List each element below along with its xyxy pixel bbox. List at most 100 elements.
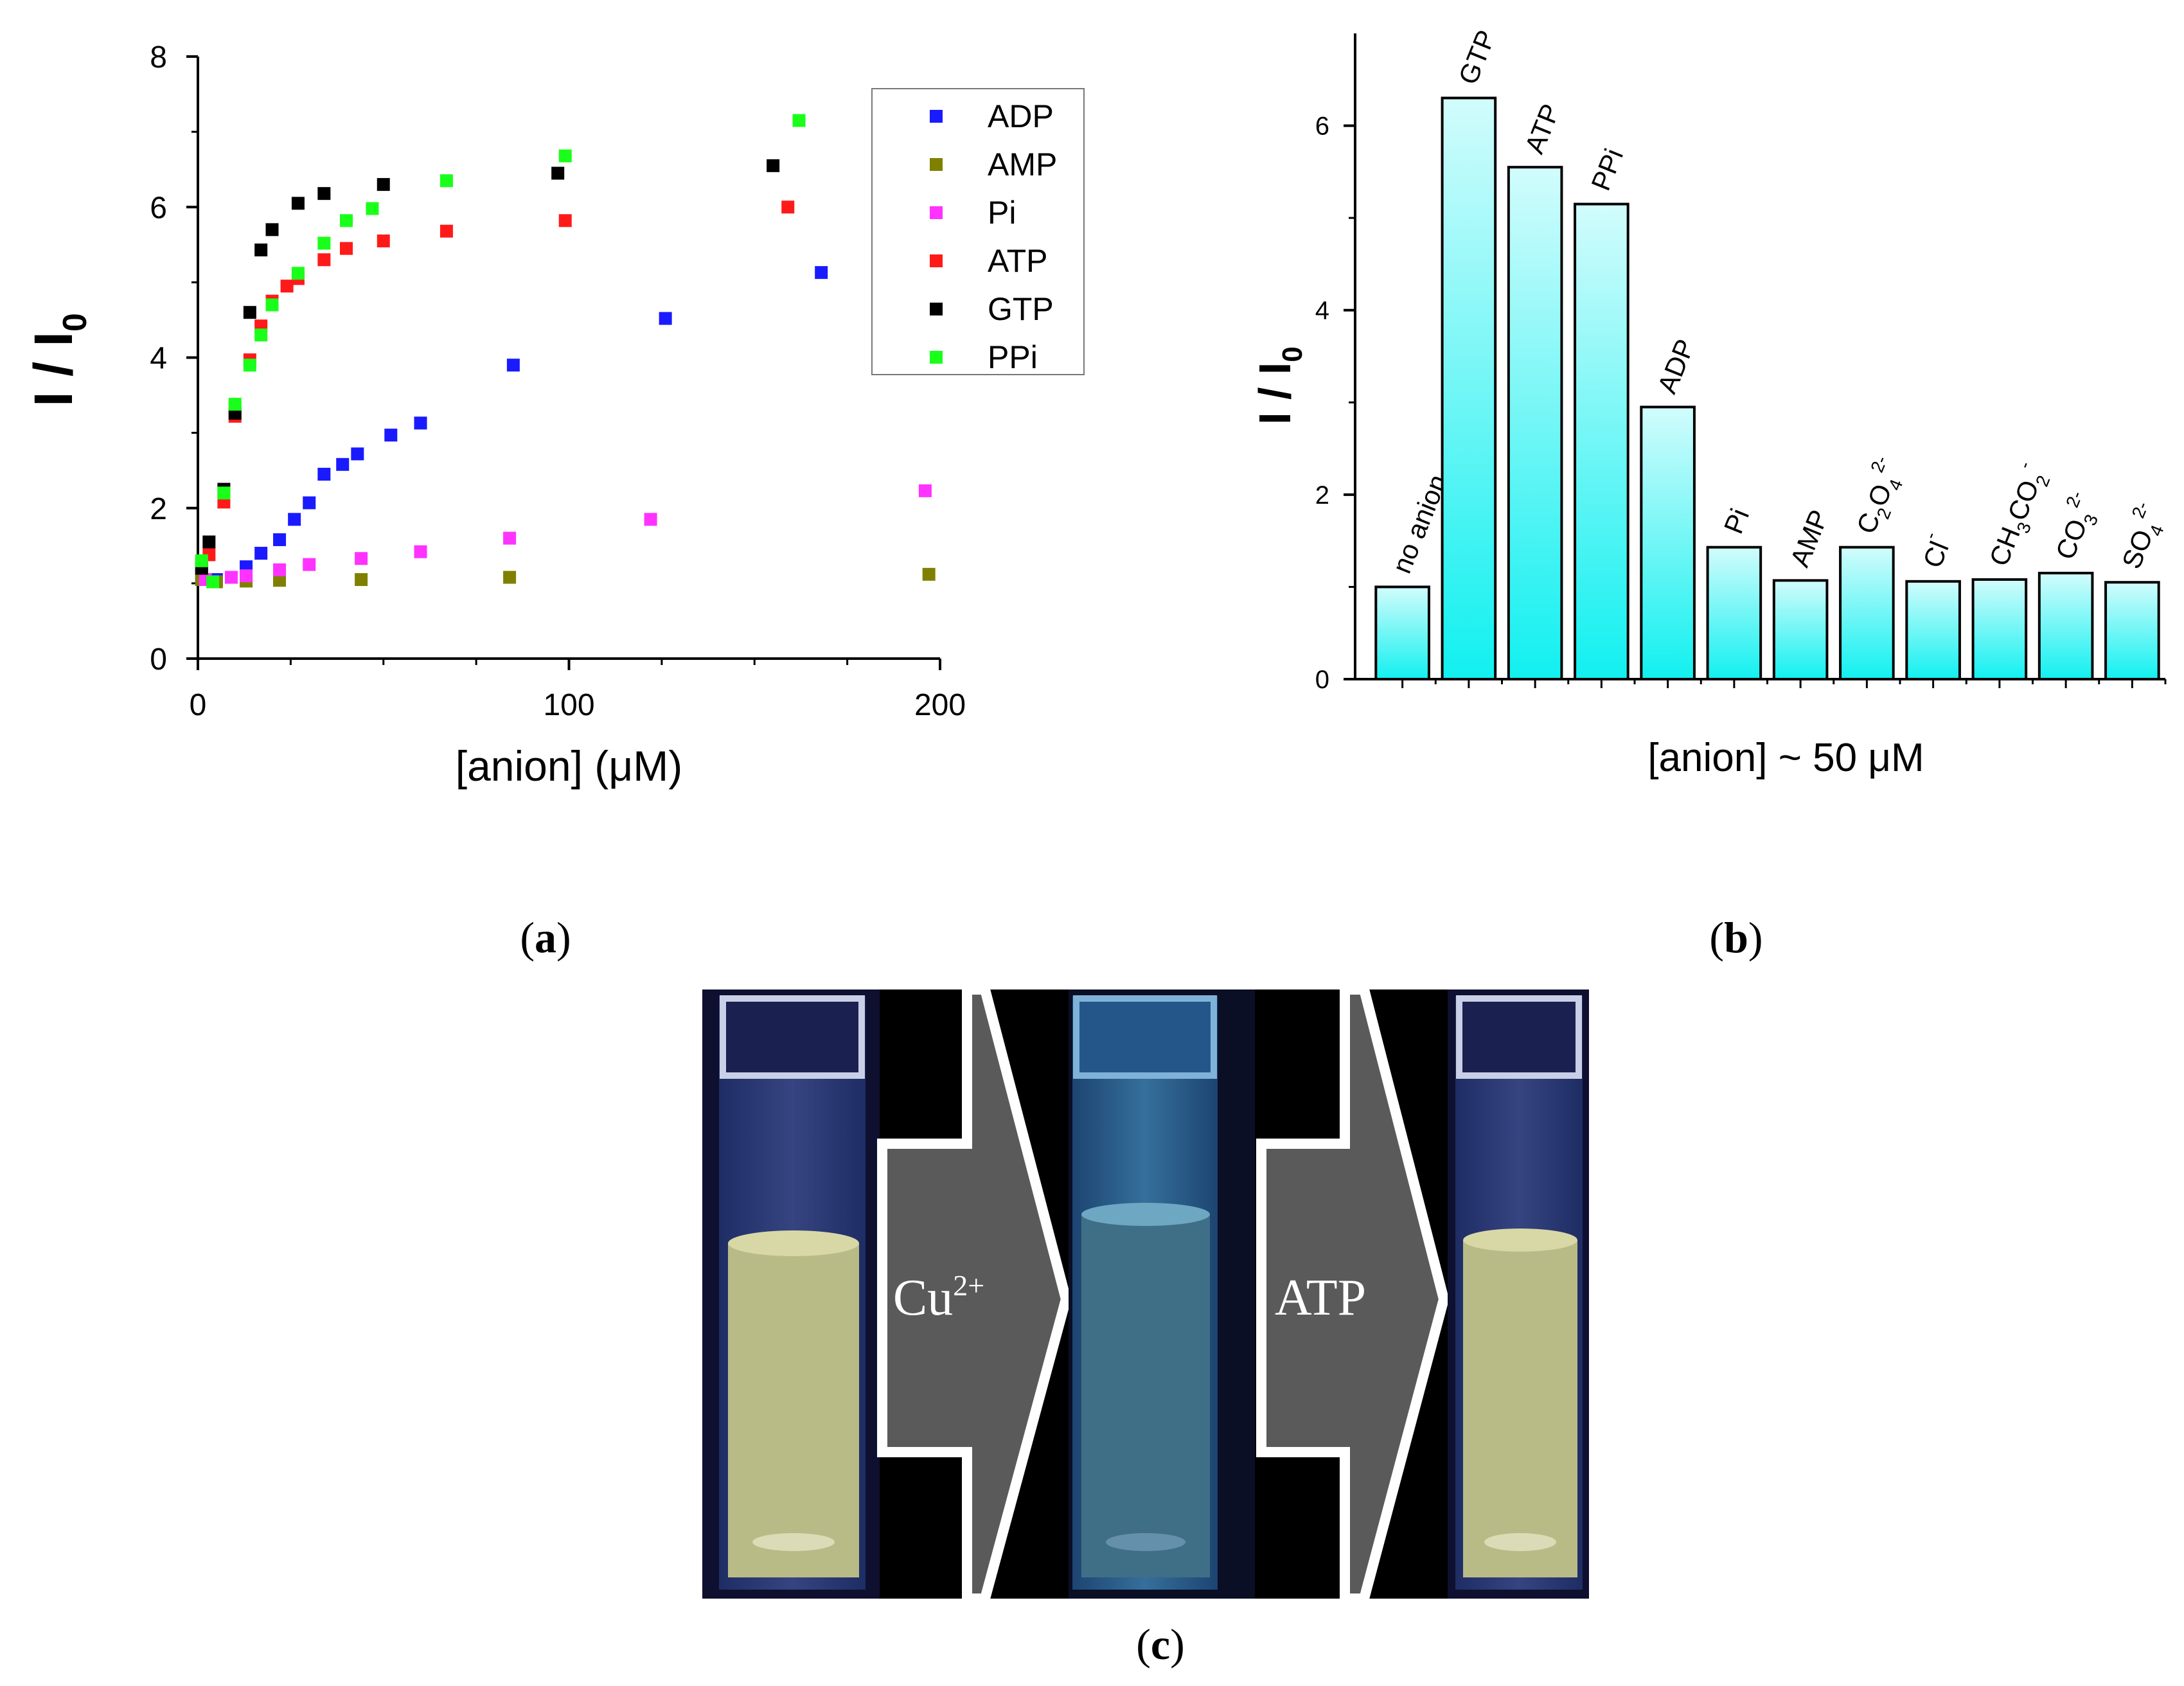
data-point-gtp bbox=[254, 244, 268, 257]
data-point-amp bbox=[503, 571, 517, 584]
bar-label-4: PPi bbox=[1585, 145, 1629, 195]
bar-label-3: ATP bbox=[1519, 100, 1566, 157]
data-point-pi bbox=[303, 558, 316, 571]
bar-label-7: AMP bbox=[1784, 506, 1834, 571]
data-point-ppi bbox=[217, 486, 231, 500]
data-point-atp bbox=[280, 280, 294, 293]
data-point-amp bbox=[273, 574, 287, 587]
data-point-adp bbox=[351, 447, 364, 461]
bar-3 bbox=[1507, 166, 1563, 680]
cuvette-before bbox=[702, 989, 880, 1599]
data-point-adp bbox=[659, 312, 672, 325]
data-point-pi bbox=[503, 531, 517, 545]
data-point-adp bbox=[414, 416, 427, 430]
bar-label-2: GTP bbox=[1453, 26, 1502, 89]
bar-label-5: ADP bbox=[1651, 335, 1700, 398]
legend-label-pi: Pi bbox=[988, 195, 1016, 231]
scatter-chart-a: 0 100 200 0 2 4 6 8 [anion] (μM) I / I0 ADP AMP Pi AT… bbox=[23, 40, 1085, 790]
legend-marker-amp bbox=[930, 158, 943, 171]
data-point-adp bbox=[288, 513, 301, 526]
data-point-ppi bbox=[317, 236, 331, 250]
bar-8 bbox=[1839, 546, 1895, 681]
bar-10 bbox=[1971, 578, 2028, 681]
legend-a bbox=[871, 88, 1085, 375]
legend-label-adp: ADP bbox=[988, 98, 1054, 134]
data-point-ppi bbox=[558, 149, 572, 163]
data-point-adp bbox=[506, 359, 520, 372]
data-point-ppi bbox=[340, 214, 353, 227]
legend-label-atp: ATP bbox=[988, 243, 1048, 279]
arrow-cu: Cu2+ bbox=[877, 989, 1072, 1599]
data-point-atp bbox=[317, 253, 331, 267]
data-point-pi bbox=[644, 513, 657, 526]
bar-label-8: C2O42- bbox=[1844, 453, 1913, 540]
svg-text:ATP: ATP bbox=[1275, 1270, 1366, 1326]
data-point-pi bbox=[918, 484, 932, 497]
data-point-pi bbox=[273, 563, 287, 576]
y-tick-label-a: 4 bbox=[150, 342, 167, 376]
bar-12 bbox=[2104, 581, 2160, 680]
y-axis-label-a: I / I0 bbox=[23, 313, 94, 407]
data-point-ppi bbox=[792, 114, 806, 127]
data-point-ppi bbox=[206, 575, 220, 589]
data-point-gtp bbox=[291, 197, 305, 210]
y-tick-label-a: 6 bbox=[150, 191, 167, 225]
data-point-pi bbox=[224, 571, 238, 584]
data-point-ppi bbox=[228, 398, 242, 411]
bar-2 bbox=[1441, 96, 1497, 680]
data-point-gtp bbox=[265, 223, 279, 236]
bar-7 bbox=[1772, 579, 1829, 681]
x-axis-label-b: [anion] ~ 50 μM bbox=[1647, 736, 1924, 780]
x-axis-label-a: [anion] (μM) bbox=[456, 742, 682, 790]
data-point-atp bbox=[781, 200, 795, 214]
data-point-atp bbox=[377, 234, 390, 247]
bar-label-11: CO32- bbox=[2043, 488, 2108, 566]
data-point-ppi bbox=[265, 298, 279, 312]
data-point-pi bbox=[414, 545, 427, 558]
bar-label-10: CH3CO2- bbox=[1976, 458, 2056, 572]
data-point-ppi bbox=[243, 359, 256, 372]
cuvette-after bbox=[1448, 989, 1589, 1599]
data-point-gtp bbox=[317, 187, 331, 200]
bar-label-6: Pi bbox=[1718, 504, 1755, 538]
y-tick-label-a: 8 bbox=[150, 40, 167, 75]
data-point-gtp bbox=[377, 178, 390, 191]
data-point-ppi bbox=[291, 267, 305, 280]
bar-label-9: Cl- bbox=[1910, 529, 1957, 572]
panel-label-c: (c) bbox=[1136, 1620, 1185, 1669]
data-point-adp bbox=[336, 457, 350, 471]
bar-6 bbox=[1706, 546, 1762, 681]
bar-1 bbox=[1374, 585, 1430, 681]
data-point-adp bbox=[273, 533, 287, 546]
y-tick-label-b: 2 bbox=[1315, 481, 1329, 510]
data-point-ppi bbox=[366, 202, 379, 215]
bar-9 bbox=[1905, 580, 1961, 680]
data-point-atp bbox=[340, 242, 353, 255]
legend-marker-pi bbox=[930, 206, 943, 219]
data-point-adp bbox=[815, 266, 828, 280]
data-point-adp bbox=[254, 547, 268, 560]
legend-marker-adp bbox=[930, 110, 943, 123]
data-point-ppi bbox=[439, 174, 453, 188]
panel-label-a: (a) bbox=[520, 913, 571, 962]
legend-label-amp: AMP bbox=[988, 146, 1057, 182]
legend-marker-atp bbox=[930, 254, 943, 267]
bar-11 bbox=[2038, 571, 2094, 681]
legend-marker-gtp bbox=[930, 303, 943, 315]
y-tick-label-b: 0 bbox=[1315, 666, 1329, 694]
legend-label-ppi: PPi bbox=[988, 339, 1038, 375]
data-point-gtp bbox=[202, 535, 216, 549]
y-tick-label-a: 0 bbox=[150, 643, 167, 677]
legend-marker-ppi bbox=[930, 351, 943, 364]
data-point-atp bbox=[439, 224, 453, 238]
bar-label-12: SO42- bbox=[2109, 499, 2174, 575]
arrow-atp: ATP bbox=[1256, 989, 1450, 1599]
y-axis-label-b: I / I0 bbox=[1250, 346, 1308, 425]
bar-4 bbox=[1574, 202, 1629, 681]
data-point-amp bbox=[355, 573, 368, 587]
data-point-gtp bbox=[551, 166, 565, 180]
y-tick-label-a: 2 bbox=[150, 492, 167, 526]
data-point-atp bbox=[558, 214, 572, 227]
data-point-adp bbox=[303, 496, 316, 510]
